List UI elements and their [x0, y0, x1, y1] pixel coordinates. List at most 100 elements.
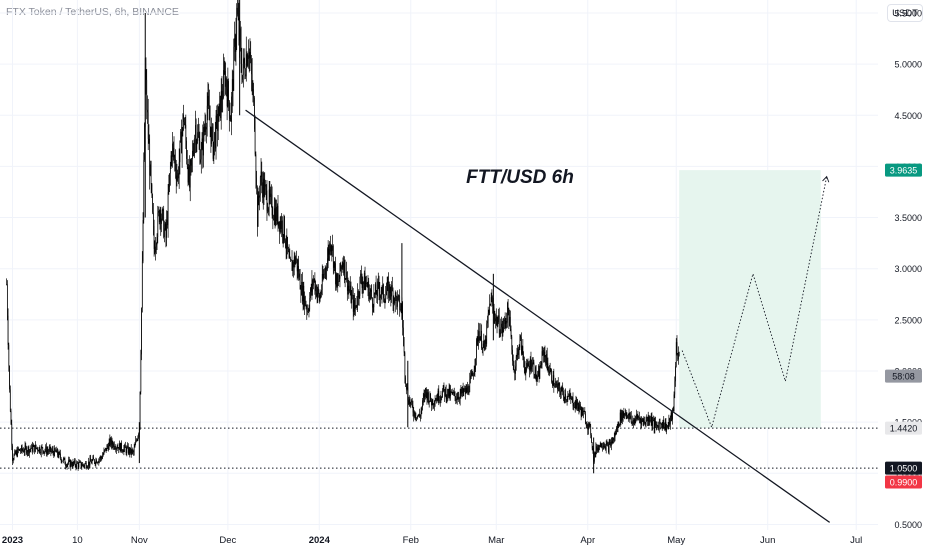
candle-body: [222, 97, 224, 100]
x-tick-label: 2023: [2, 535, 23, 546]
candle-body: [130, 447, 131, 454]
candle-body: [344, 259, 345, 274]
candle-body: [81, 466, 83, 467]
candle-body: [346, 271, 347, 280]
candle-body: [489, 303, 491, 310]
candle-body: [228, 101, 230, 119]
candle-body: [530, 358, 532, 370]
candle-body: [434, 404, 435, 405]
candle-body: [117, 447, 119, 449]
candle-body: [573, 406, 575, 408]
candle-body: [552, 375, 554, 386]
candle-body: [550, 369, 552, 371]
candle-body: [175, 159, 176, 172]
candle-body: [405, 377, 406, 384]
candle-body: [52, 449, 54, 453]
candle-body: [585, 413, 586, 424]
candle-body: [582, 410, 584, 416]
candle-body: [214, 132, 215, 142]
candle-body: [242, 74, 243, 80]
candle-body: [650, 416, 652, 421]
candle-body: [456, 398, 458, 400]
candle-body: [158, 210, 160, 223]
candle-body: [339, 263, 341, 279]
candle-body: [518, 349, 519, 355]
candle-body: [190, 159, 192, 166]
candle-body: [490, 297, 492, 306]
candle-body: [262, 178, 264, 198]
candle-body: [352, 294, 353, 296]
candle-body: [64, 458, 66, 465]
candle-body: [43, 451, 45, 454]
candle-body: [35, 444, 37, 448]
candle-body: [522, 346, 524, 356]
candle-body: [450, 390, 451, 397]
candle-body: [532, 362, 534, 364]
candle-body: [476, 336, 478, 341]
x-tick-label: Mar: [488, 535, 504, 546]
candle-body: [273, 208, 275, 220]
candle-body: [39, 447, 41, 453]
price-label-text: 3.9635: [890, 165, 918, 175]
candle-body: [192, 150, 194, 153]
candle-body: [673, 394, 675, 412]
chart-title: FTT/USD 6h: [466, 167, 574, 188]
candle-body: [223, 70, 225, 72]
price-label-box: [885, 421, 922, 435]
candle-body: [228, 81, 229, 102]
candle-body: [191, 158, 193, 160]
candle-body: [255, 154, 257, 178]
candle-body: [160, 209, 162, 224]
candle-body: [647, 416, 649, 422]
candle-body: [6, 284, 8, 316]
candle-body: [207, 95, 209, 106]
candle-body: [288, 251, 290, 258]
price-label-entry: 1.4420: [885, 421, 922, 435]
candle-body: [74, 460, 76, 466]
candle-body: [55, 450, 57, 453]
candle-body: [302, 285, 304, 302]
candle-body: [30, 448, 32, 450]
candle-body: [669, 418, 670, 425]
candle-body: [29, 449, 30, 454]
candle-body: [649, 420, 651, 422]
candle-body: [335, 263, 336, 285]
candle-body: [136, 440, 138, 441]
candle-body: [25, 445, 27, 448]
candle-body: [209, 105, 210, 121]
candle-body: [623, 412, 625, 416]
candle-body: [267, 211, 269, 212]
candle-body: [588, 423, 590, 425]
candle-body: [537, 370, 539, 376]
candle-body: [546, 354, 548, 364]
candle-body: [560, 391, 561, 396]
candle-body: [636, 414, 637, 420]
candle-body: [275, 206, 277, 225]
candle-body: [475, 358, 476, 366]
candle-body: [300, 289, 302, 295]
candle-body: [276, 206, 277, 222]
candle-body: [32, 446, 34, 452]
candle-body: [63, 458, 65, 459]
candle-body: [584, 411, 586, 414]
candle-body: [645, 420, 647, 425]
candle-body: [545, 357, 547, 366]
candle-body: [660, 423, 662, 425]
candle-body: [290, 260, 292, 261]
candle-body: [655, 424, 657, 426]
candle-body: [355, 305, 356, 310]
candle-body: [155, 246, 156, 253]
candle-body: [430, 393, 432, 401]
candle-body: [229, 118, 231, 119]
candle-body: [476, 340, 477, 359]
candle-body: [498, 315, 500, 334]
candle-body: [570, 396, 572, 400]
candle-body: [126, 447, 128, 453]
candle-body: [395, 292, 397, 297]
candle-body: [38, 447, 40, 452]
candle-body: [220, 95, 221, 119]
candle-body: [438, 390, 440, 401]
currency-button[interactable]: USDT: [887, 4, 923, 22]
candle-body: [149, 143, 151, 176]
